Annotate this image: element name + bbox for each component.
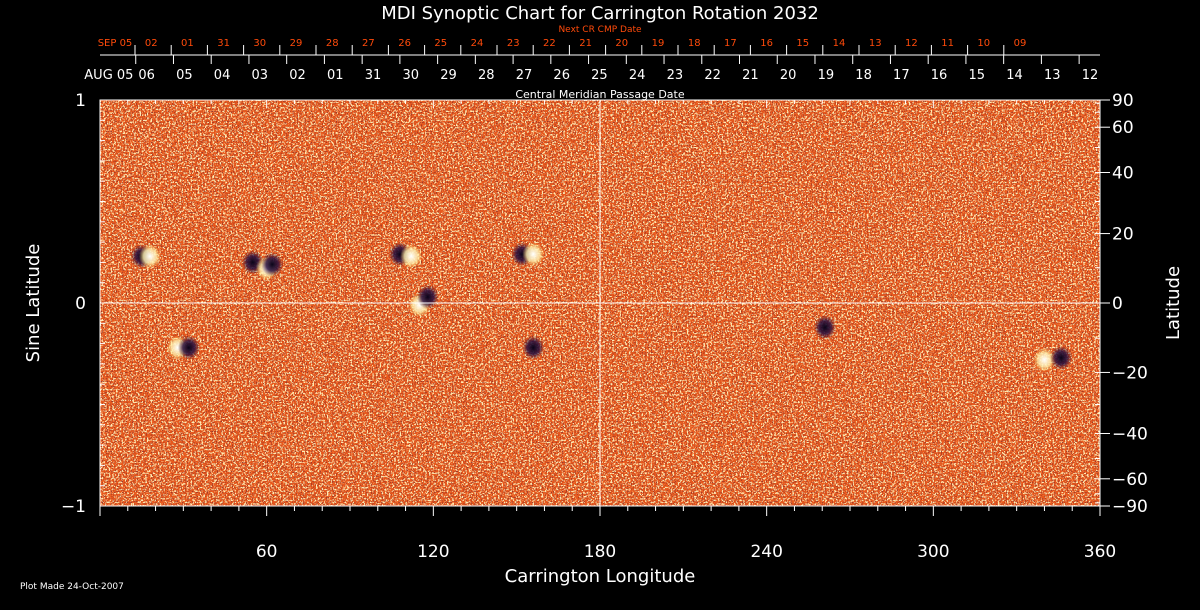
cmp-date-label: 21: [742, 68, 759, 83]
cmp-date-label: 25: [591, 68, 608, 83]
next-cr-date-label: 23: [507, 38, 520, 49]
next-cr-date-label: 15: [796, 38, 809, 49]
cmp-date-label: 01: [327, 68, 344, 83]
region-negative: [177, 335, 200, 360]
lat-tick-label: −20: [1112, 363, 1148, 383]
y-tick-label: −1: [61, 497, 86, 517]
lat-tick-label: −40: [1112, 424, 1148, 444]
cmp-date-label: 20: [780, 68, 797, 83]
plot-made-footer: Plot Made 24-Oct-2007: [20, 582, 124, 592]
next-cr-date-label: 16: [760, 38, 773, 49]
cmp-date-label: 27: [516, 68, 533, 83]
region-positive: [400, 244, 423, 269]
region-negative: [522, 335, 545, 360]
lat-tick-label: −60: [1112, 470, 1148, 490]
lat-tick-label: 90: [1112, 91, 1134, 111]
next-cr-date-label: 30: [253, 38, 266, 49]
cmp-date-label: 18: [855, 68, 872, 83]
x-tick-label: 180: [584, 542, 616, 562]
cmp-date-label: 29: [440, 68, 457, 83]
next-cr-date-label: 28: [326, 38, 339, 49]
lat-tick-label: 40: [1112, 164, 1134, 184]
chart-title: MDI Synoptic Chart for Carrington Rotati…: [381, 3, 819, 24]
region-negative: [416, 284, 439, 309]
region-positive: [139, 244, 161, 269]
next-cr-date-label: 24: [471, 38, 484, 49]
active-regions: [130, 242, 1073, 372]
cmp-date-label: 19: [818, 68, 835, 83]
next-cr-date-label: 17: [724, 38, 737, 49]
cmp-date-label: 26: [553, 68, 570, 83]
next-cr-date-label: 22: [543, 38, 556, 49]
next-cr-date-label: 27: [362, 38, 375, 49]
cmp-date-label: 23: [667, 68, 684, 83]
region-negative: [814, 315, 836, 340]
x-tick-label: 240: [750, 542, 782, 562]
next-cr-date-label: 19: [652, 38, 665, 49]
next-cr-date-label: 11: [941, 38, 954, 49]
next-cr-date-label: 10: [977, 38, 990, 49]
cmp-date-label: 24: [629, 68, 646, 83]
next-cr-date-label: 29: [290, 38, 303, 49]
next-cr-date-label: 02: [145, 38, 158, 49]
next-cr-date-label: 09: [1014, 38, 1027, 49]
next-cr-date-label: 26: [398, 38, 411, 49]
next-cr-axis-label: Next CR CMP Date: [558, 25, 642, 35]
cmp-date-label: 31: [365, 68, 382, 83]
x-tick-label: 360: [1084, 542, 1116, 562]
y2-axis-label: Latitude: [1163, 266, 1184, 340]
cmp-date-label: 13: [1044, 68, 1061, 83]
next-cr-date-label: SEP 05: [98, 38, 133, 49]
cmp-date-label: 12: [1082, 68, 1099, 83]
cmp-date-label: 16: [931, 68, 948, 83]
lat-tick-label: 60: [1112, 118, 1134, 138]
next-cr-date-label: 18: [688, 38, 701, 49]
lat-tick-label: 20: [1112, 225, 1134, 245]
region-negative: [261, 252, 284, 277]
x-axis-label: Carrington Longitude: [505, 566, 696, 587]
region-negative: [1050, 345, 1073, 370]
x-tick-label: 120: [417, 542, 449, 562]
region-positive: [1033, 347, 1056, 372]
x-tick-label: 300: [917, 542, 949, 562]
cmp-date-label: 30: [402, 68, 419, 83]
next-cr-date-label: 21: [579, 38, 592, 49]
y-tick-label: 0: [75, 294, 86, 314]
next-cr-date-label: 14: [833, 38, 846, 49]
cmp-date-label: AUG 05: [84, 68, 133, 83]
cmp-date-label: 04: [214, 68, 231, 83]
cmp-date-label: 28: [478, 68, 495, 83]
next-cr-date-label: 13: [869, 38, 882, 49]
next-cr-date-label: 25: [434, 38, 447, 49]
cmp-date-label: 03: [252, 68, 269, 83]
y-tick-label: 1: [75, 91, 86, 111]
next-cr-date-label: 31: [217, 38, 230, 49]
lat-tick-label: −90: [1112, 497, 1148, 517]
next-cr-date-label: 01: [181, 38, 194, 49]
region-positive: [522, 242, 545, 267]
next-cr-date-label: 12: [905, 38, 918, 49]
x-tick-label: 60: [256, 542, 278, 562]
lat-tick-label: 0: [1112, 294, 1123, 314]
axes: 60 120 180 240 300 36010−1906040200−20−40−60−…: [61, 38, 1148, 562]
cmp-date-label: 22: [704, 68, 721, 83]
next-cr-date-label: 20: [615, 38, 628, 49]
y-axis-label: Sine Latitude: [23, 244, 44, 363]
cmp-date-label: 14: [1006, 68, 1023, 83]
cmp-date-label: 06: [138, 68, 155, 83]
cmp-date-label: 05: [176, 68, 193, 83]
cmp-axis-label: Central Meridian Passage Date: [515, 88, 684, 101]
cmp-date-label: 17: [893, 68, 910, 83]
cmp-date-label: 15: [969, 68, 986, 83]
cmp-date-label: 02: [289, 68, 306, 83]
